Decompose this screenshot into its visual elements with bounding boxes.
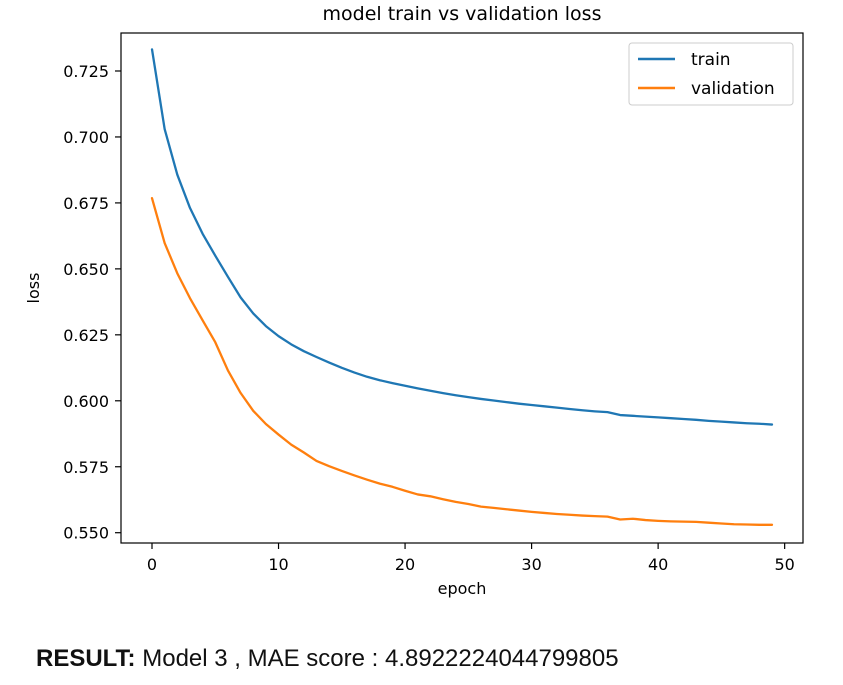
- y-tick-label: 0.650: [63, 260, 109, 279]
- x-tick-label: 10: [268, 555, 288, 574]
- plot-area: 0.550 0.575 0.600 0.625 0.650 0.675 0.700 0.725…: [63, 32, 804, 574]
- y-axis: 0.550 0.575 0.600 0.625 0.650 0.675 0.700 0.725: [63, 62, 121, 543]
- x-tick-label: 40: [648, 555, 668, 574]
- series-line-train: [150, 48, 774, 426]
- x-axis-label: epoch: [438, 579, 487, 598]
- x-tick-label: 30: [521, 555, 541, 574]
- legend-validation-label: validation: [691, 79, 775, 99]
- x-tick-label: 0: [147, 555, 157, 574]
- result-label: RESULT:: [36, 645, 136, 672]
- y-tick-label: 0.600: [63, 392, 109, 411]
- y-tick-label: 0.675: [63, 194, 109, 213]
- legend: train validation: [628, 42, 794, 106]
- legend-train-label: train: [691, 50, 731, 70]
- y-tick-label: 0.550: [63, 524, 109, 543]
- series-line-validation: [150, 197, 774, 526]
- series-layer: [150, 48, 774, 526]
- plot-frame: [120, 32, 804, 544]
- y-tick-label: 0.725: [63, 62, 109, 81]
- x-tick-label: 20: [395, 555, 415, 574]
- chart-title: model train vs validation loss: [323, 3, 602, 25]
- y-axis-label: loss: [24, 273, 43, 304]
- y-tick-label: 0.700: [63, 128, 109, 147]
- y-tick-label: 0.575: [63, 458, 109, 477]
- x-tick-label: 50: [774, 555, 794, 574]
- loss-chart: model train vs validation loss 0.550 0.57…: [24, 3, 804, 598]
- result-line: RESULT: Model 3 , MAE score : 4.89222240…: [36, 645, 619, 673]
- result-text: Model 3 , MAE score : 4.8922224044799805: [142, 645, 619, 672]
- y-tick-label: 0.625: [63, 326, 109, 345]
- x-axis: 0 10 20 30 40 50: [147, 543, 795, 574]
